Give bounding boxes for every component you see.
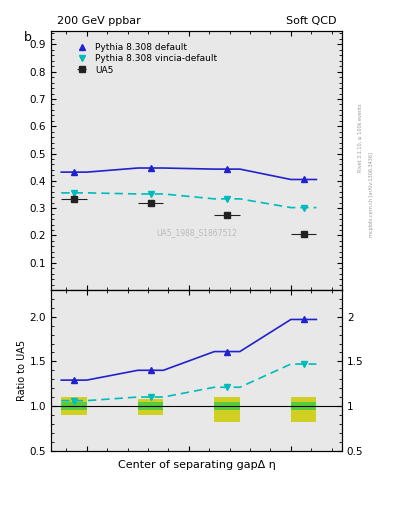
Y-axis label: Ratio to UA5: Ratio to UA5 <box>17 340 27 401</box>
Bar <box>291 397 316 422</box>
Pythia 8.308 default <box>301 177 306 183</box>
Bar <box>214 397 240 422</box>
Pythia 8.308 default <box>72 169 76 175</box>
Y-axis label: b: b <box>24 31 32 44</box>
Bar <box>61 397 87 415</box>
Pythia 8.308 vincia-default <box>225 196 230 202</box>
Pythia 8.308 vincia-default <box>301 204 306 210</box>
Legend: Pythia 8.308 default, Pythia 8.308 vincia-default, UA5: Pythia 8.308 default, Pythia 8.308 vinci… <box>70 40 220 77</box>
Pythia 8.308 vincia-default <box>148 191 153 197</box>
Text: Soft QCD: Soft QCD <box>286 15 336 26</box>
Line: Pythia 8.308 vincia-default: Pythia 8.308 vincia-default <box>71 190 307 210</box>
Line: Pythia 8.308 default: Pythia 8.308 default <box>71 165 307 182</box>
Pythia 8.308 vincia-default <box>72 190 76 196</box>
Bar <box>61 402 87 410</box>
Text: Rivet 3.1.10, ≥ 100k events: Rivet 3.1.10, ≥ 100k events <box>358 104 363 173</box>
Text: UA5_1988_S1867512: UA5_1988_S1867512 <box>156 228 237 238</box>
Bar <box>138 402 163 410</box>
Bar <box>138 399 163 415</box>
Text: 200 GeV ppbar: 200 GeV ppbar <box>57 15 141 26</box>
Pythia 8.308 default <box>148 165 153 171</box>
Bar <box>214 402 240 410</box>
Text: mcplots.cern.ch [arXiv:1306.3436]: mcplots.cern.ch [arXiv:1306.3436] <box>369 152 375 237</box>
X-axis label: Center of separating gapΔ η: Center of separating gapΔ η <box>118 460 275 470</box>
Pythia 8.308 default <box>225 166 230 172</box>
Bar <box>291 402 316 410</box>
